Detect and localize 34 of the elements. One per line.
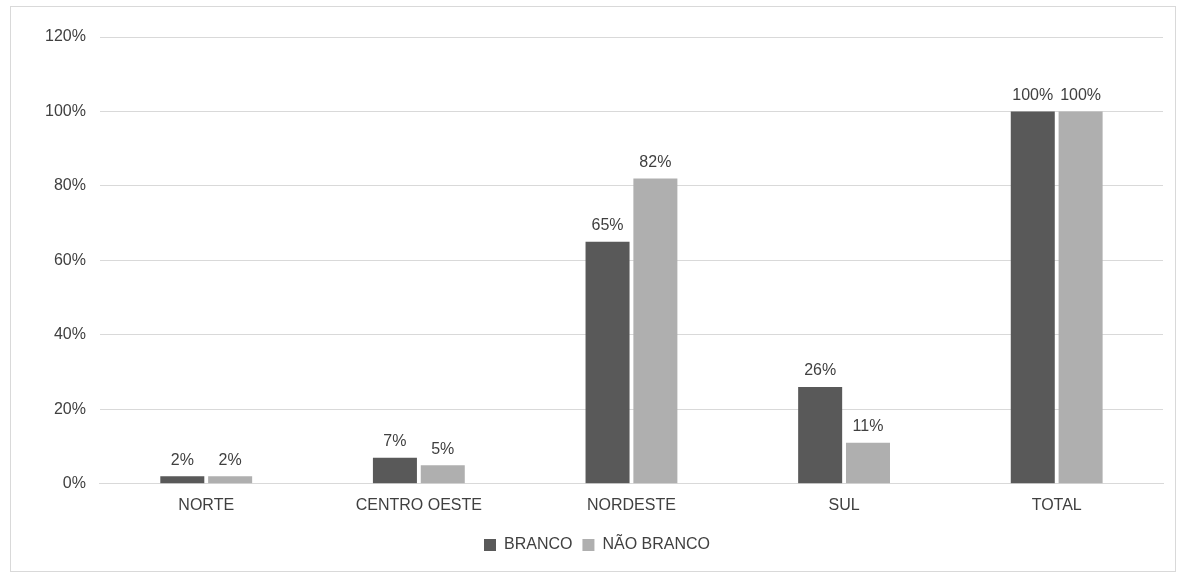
data-label: 2% <box>218 450 242 468</box>
x-tick-label: NORDESTE <box>587 495 676 513</box>
data-label: 11% <box>852 417 884 435</box>
y-tick-label: 100% <box>45 101 86 119</box>
data-label: 82% <box>639 152 672 170</box>
x-tick-label: CENTRO OESTE <box>355 495 482 513</box>
x-tick-label: SUL <box>828 495 860 513</box>
data-label: 7% <box>383 432 407 450</box>
data-label: 65% <box>591 216 624 234</box>
bar <box>1010 111 1055 484</box>
bar <box>208 476 253 484</box>
y-tick-label: 20% <box>53 399 86 417</box>
bar <box>798 386 843 484</box>
bar <box>845 442 890 484</box>
bar <box>420 465 465 484</box>
data-label: 100% <box>1060 85 1102 103</box>
y-tick-label: 60% <box>53 250 86 268</box>
y-tick-label: 0% <box>62 474 86 492</box>
bar <box>372 457 417 484</box>
bar <box>633 178 678 484</box>
legend-label: BRANCO <box>503 535 573 553</box>
data-label: 26% <box>804 361 837 379</box>
y-tick-label: 80% <box>53 176 86 194</box>
data-label: 2% <box>170 450 194 468</box>
y-tick-label: 40% <box>53 325 86 343</box>
x-tick-label: NORTE <box>178 495 235 513</box>
data-label: 100% <box>1012 85 1054 103</box>
y-tick-label: 120% <box>45 27 86 45</box>
bar <box>160 476 205 484</box>
legend-label: NÃO BRANCO <box>602 533 711 553</box>
bar <box>585 241 630 484</box>
data-label: 5% <box>431 439 455 457</box>
bar <box>1058 111 1103 484</box>
x-tick-label: TOTAL <box>1031 495 1082 513</box>
